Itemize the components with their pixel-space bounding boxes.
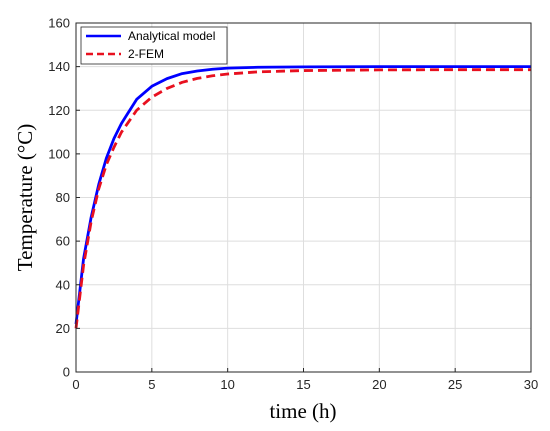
x-axis-label: time (h)	[269, 399, 336, 423]
x-tick-label: 5	[148, 377, 155, 392]
y-tick-label: 140	[48, 59, 70, 74]
legend-box	[80, 26, 228, 65]
x-tick-label: 0	[72, 377, 79, 392]
x-tick-label: 10	[220, 377, 234, 392]
x-tick-label: 15	[296, 377, 310, 392]
y-tick-label: 160	[48, 16, 70, 31]
y-tick-label: 80	[56, 190, 70, 205]
y-axis-label: Temperature (°C)	[13, 124, 37, 271]
y-tick-label: 0	[63, 365, 70, 380]
y-tick-label: 20	[56, 321, 70, 336]
y-tick-label: 120	[48, 103, 70, 118]
y-tick-label: 60	[56, 234, 70, 249]
legend-label-analytical-model: Analytical model	[128, 29, 215, 43]
tick-labels: 0 5 10 15 20 25 30 0 20 40 60 80 100 120 140 160	[48, 16, 538, 393]
y-tick-label: 40	[56, 277, 70, 292]
x-tick-label: 25	[448, 377, 462, 392]
legend-label-2-fem: 2-FEM	[128, 47, 164, 61]
y-tick-label: 100	[48, 146, 70, 161]
series-layer	[74, 65, 531, 329]
x-tick-label: 20	[372, 377, 386, 392]
series-line-2-fem	[74, 68, 531, 329]
legend: Analytical model 2-FEM	[80, 26, 228, 65]
x-tick-label: 30	[524, 377, 538, 392]
